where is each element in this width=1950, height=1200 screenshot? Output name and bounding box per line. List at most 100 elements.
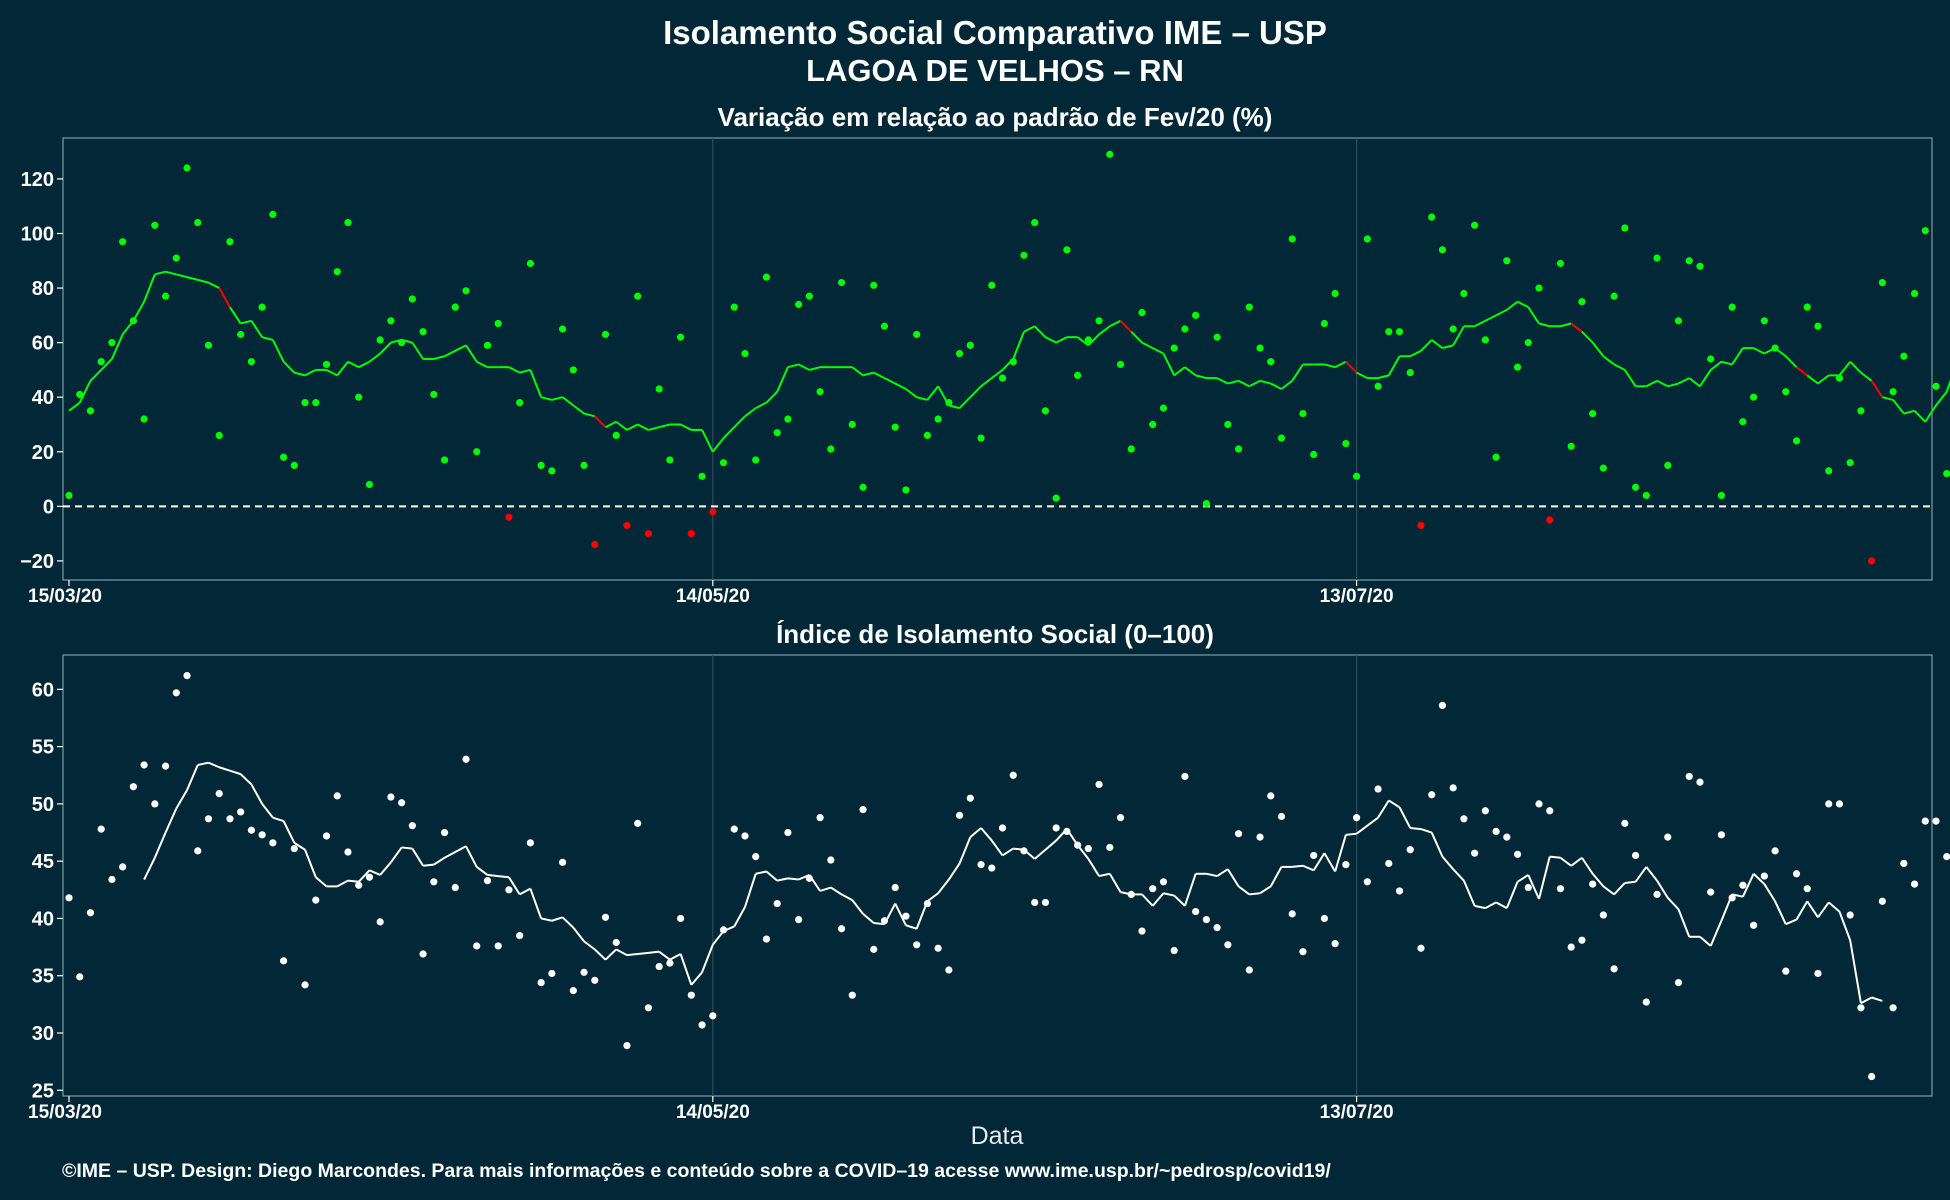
panel1-ma-segment (1913, 410, 1927, 423)
panel2-point (440, 828, 449, 837)
panel1-ma-segment (1570, 322, 1583, 333)
panel1-ma-segment (197, 278, 209, 284)
panel1-ytick-label: 120 (21, 169, 54, 191)
panel1-ma-segment (712, 437, 725, 453)
panel1-ytick-label: 0 (43, 496, 54, 518)
panel1-point (1900, 352, 1908, 360)
main-title-line1: Isolamento Social Comparativo IME – USP (663, 14, 1327, 51)
panel1-point (945, 399, 953, 407)
panel2-point (1599, 911, 1607, 919)
panel2-point (1535, 800, 1543, 808)
panel1-point (1846, 459, 1854, 467)
panel2-ma-segment (1259, 885, 1272, 895)
panel2-point (902, 912, 910, 920)
panel2-point (558, 858, 567, 866)
panel1-point (1138, 309, 1146, 317)
panel2-point (290, 844, 298, 853)
panel1-ma-segment (1624, 369, 1637, 387)
panel2-ma-segment (1173, 894, 1186, 907)
panel1-point (129, 317, 137, 325)
panel1-point (140, 415, 148, 423)
panel1-point (741, 349, 749, 358)
panel1-ma-segment (1785, 355, 1798, 368)
panel1-point (1868, 557, 1876, 565)
panel1-point (1546, 516, 1554, 524)
x-axis-title: Data (971, 1122, 1024, 1150)
panel2-ma-segment (958, 836, 972, 864)
panel1-ma-segment (1130, 331, 1143, 344)
panel2-ma-segment (615, 948, 628, 956)
panel1-ma-segment (1442, 344, 1454, 350)
panel1-ma-segment (1806, 374, 1819, 385)
panel2-point (1846, 911, 1854, 919)
panel2-point (1428, 791, 1436, 799)
panel1-ma-segment (240, 319, 252, 325)
panel2-point (955, 811, 964, 819)
panel1-point (827, 445, 835, 453)
panel1-point (365, 480, 374, 489)
panel1-ma-segment (1903, 409, 1915, 415)
panel1-ma-segment (905, 388, 918, 398)
panel2-ma-segment (357, 869, 371, 883)
panel1-point (451, 303, 459, 311)
panel2-point (1868, 1072, 1876, 1081)
panel2-ma-segment (894, 903, 907, 926)
panel1-ma-segment (154, 270, 166, 276)
panel2-point (601, 913, 610, 921)
panel2-ma-segment (765, 870, 778, 882)
panel2-point (1857, 1004, 1865, 1012)
panel1-ma-segment (626, 423, 639, 431)
panel1-point (1234, 445, 1243, 453)
panel1-point (440, 456, 449, 464)
panel1-ma-segment (271, 339, 285, 363)
panel1-point (1106, 150, 1114, 158)
panel2-ma-segment (476, 866, 489, 876)
panel2-point (204, 815, 213, 823)
panel2-ma-segment (1206, 872, 1218, 878)
panel2-ma-segment (336, 879, 349, 888)
panel1-ma-segment (658, 423, 671, 429)
panel2-point (945, 966, 953, 974)
panel2-ma-segment (626, 952, 638, 957)
panel2-ma-segment (143, 857, 156, 880)
panel1-ma-segment (1484, 314, 1497, 322)
panel1-ma-segment (143, 274, 156, 303)
panel1-ma-segment (476, 360, 488, 369)
panel1-ma-segment (1688, 377, 1701, 388)
panel1-ma-segment (787, 363, 799, 369)
panel2-ma-segment (153, 832, 167, 859)
panel2-point (408, 822, 416, 830)
panel2-ma-segment (1602, 885, 1615, 896)
panel1-ma-segment (1141, 341, 1154, 349)
panel2-point (1395, 887, 1404, 895)
panel2-point (1192, 907, 1200, 916)
panel2-ma-segment (1462, 880, 1476, 907)
panel2-point (1739, 881, 1747, 889)
panel1-ma-segment (229, 306, 242, 325)
panel2-point (719, 926, 728, 934)
panel1-point (1181, 325, 1189, 333)
panel1-point (1599, 464, 1607, 472)
panel2-point (1610, 965, 1618, 973)
panel2-point (1943, 853, 1950, 861)
panel1-ma-segment (282, 361, 296, 374)
panel1-xtick-label: 15/03/20 (28, 586, 102, 607)
panel2-ma-segment (1774, 900, 1787, 925)
panel1-ma-segment (508, 366, 521, 374)
panel2-ma-segment (1645, 866, 1658, 882)
panel1-point (430, 390, 438, 399)
panel2-point (419, 950, 427, 958)
panel2-point (1910, 880, 1919, 888)
panel1-point (666, 456, 674, 464)
panel2-point (1825, 800, 1833, 808)
panel1-point (1159, 404, 1168, 412)
panel1-ma-segment (1162, 353, 1176, 376)
panel1-title: Variação em relação ao padrão de Fev/20 … (718, 102, 1273, 132)
panel2-point (730, 825, 738, 833)
panel2-ma-segment (1709, 920, 1723, 947)
panel2-ma-segment (1334, 834, 1347, 872)
panel1-ma-segment (594, 415, 607, 428)
panel1-ma-segment (540, 396, 553, 401)
panel2-ma-segment (551, 916, 563, 922)
